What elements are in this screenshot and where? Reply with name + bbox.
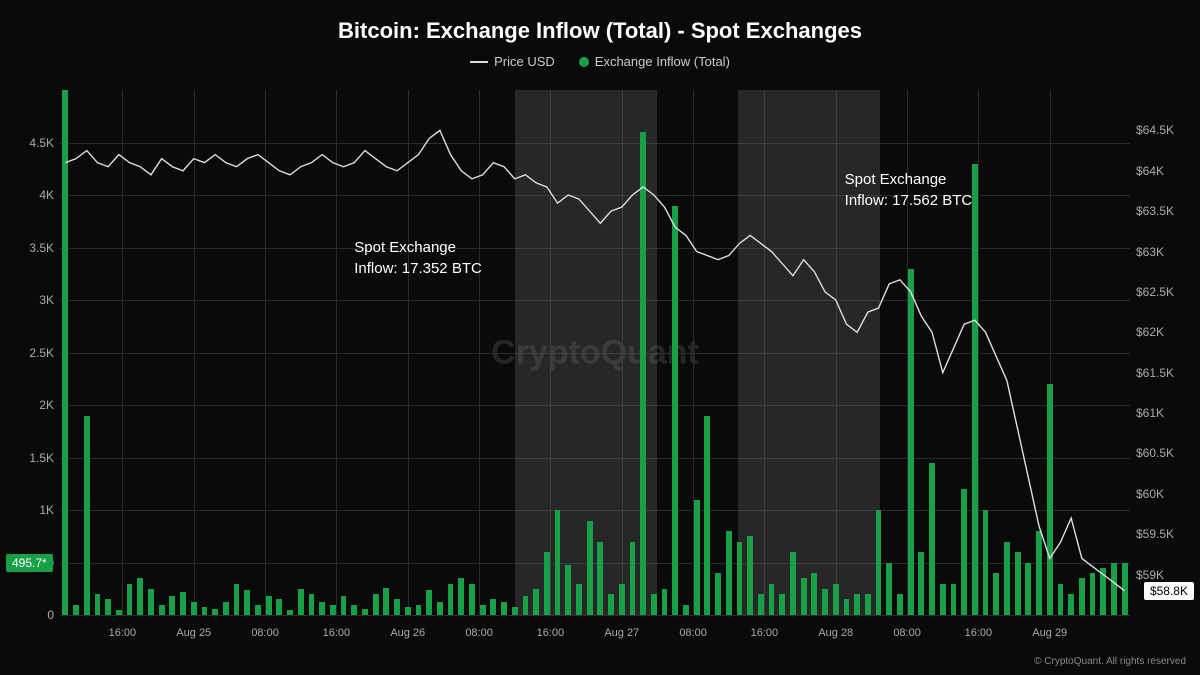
y-right-tick-label: $60.5K bbox=[1136, 446, 1192, 460]
x-tick-label: Aug 29 bbox=[1032, 627, 1067, 639]
x-tick-label: Aug 28 bbox=[818, 627, 853, 639]
legend-item-inflow: Exchange Inflow (Total) bbox=[579, 54, 730, 69]
y-left-tick-label: 3.5K bbox=[12, 241, 54, 255]
x-tick-label: 08:00 bbox=[679, 627, 707, 639]
y-left-tick-label: 4K bbox=[12, 188, 54, 202]
gridline bbox=[60, 615, 1130, 616]
y-right-tick-label: $64.5K bbox=[1136, 123, 1192, 137]
x-tick-label: 16:00 bbox=[751, 627, 779, 639]
current-inflow-badge: 495.7* bbox=[6, 554, 53, 572]
x-tick-label: 16:00 bbox=[109, 627, 137, 639]
legend: Price USD Exchange Inflow (Total) bbox=[0, 54, 1200, 69]
x-tick-label: Aug 25 bbox=[176, 627, 211, 639]
annotation-label: Spot ExchangeInflow: 17.562 BTC bbox=[845, 169, 973, 211]
y-left-tick-label: 1K bbox=[12, 503, 54, 517]
dot-swatch bbox=[579, 57, 589, 67]
footer-copyright: © CryptoQuant. All rights reserved bbox=[1034, 656, 1186, 667]
y-left-tick-label: 1.5K bbox=[12, 451, 54, 465]
legend-label-inflow: Exchange Inflow (Total) bbox=[595, 54, 730, 69]
x-tick-label: Aug 26 bbox=[390, 627, 425, 639]
y-right-tick-label: $61K bbox=[1136, 406, 1192, 420]
x-tick-label: 16:00 bbox=[537, 627, 565, 639]
x-tick-label: 08:00 bbox=[465, 627, 493, 639]
legend-label-price: Price USD bbox=[494, 54, 555, 69]
chart-title: Bitcoin: Exchange Inflow (Total) - Spot … bbox=[0, 0, 1200, 44]
x-tick-label: 16:00 bbox=[965, 627, 993, 639]
y-right-tick-label: $59.5K bbox=[1136, 527, 1192, 541]
y-left-tick-label: 0 bbox=[12, 608, 54, 622]
y-right-tick-label: $61.5K bbox=[1136, 366, 1192, 380]
y-right-tick-label: $63.5K bbox=[1136, 204, 1192, 218]
y-left-tick-label: 2K bbox=[12, 398, 54, 412]
x-tick-label: 08:00 bbox=[893, 627, 921, 639]
annotation-label: Spot ExchangeInflow: 17.352 BTC bbox=[354, 237, 482, 279]
y-right-tick-label: $62.5K bbox=[1136, 285, 1192, 299]
current-price-badge: $58.8K bbox=[1144, 582, 1194, 600]
legend-item-price: Price USD bbox=[470, 54, 555, 69]
chart-area: CryptoQuant 05001K1.5K2K2.5K3K3.5K4K4.5K… bbox=[60, 90, 1130, 615]
y-right-tick-label: $64K bbox=[1136, 164, 1192, 178]
y-right-tick-label: $63K bbox=[1136, 245, 1192, 259]
y-right-tick-label: $60K bbox=[1136, 487, 1192, 501]
y-left-tick-label: 2.5K bbox=[12, 346, 54, 360]
y-right-tick-label: $59K bbox=[1136, 568, 1192, 582]
y-left-tick-label: 3K bbox=[12, 293, 54, 307]
x-tick-label: Aug 27 bbox=[604, 627, 639, 639]
x-tick-label: 16:00 bbox=[323, 627, 351, 639]
y-left-tick-label: 4.5K bbox=[12, 136, 54, 150]
x-tick-label: 08:00 bbox=[251, 627, 279, 639]
line-swatch bbox=[470, 61, 488, 63]
y-right-tick-label: $62K bbox=[1136, 325, 1192, 339]
